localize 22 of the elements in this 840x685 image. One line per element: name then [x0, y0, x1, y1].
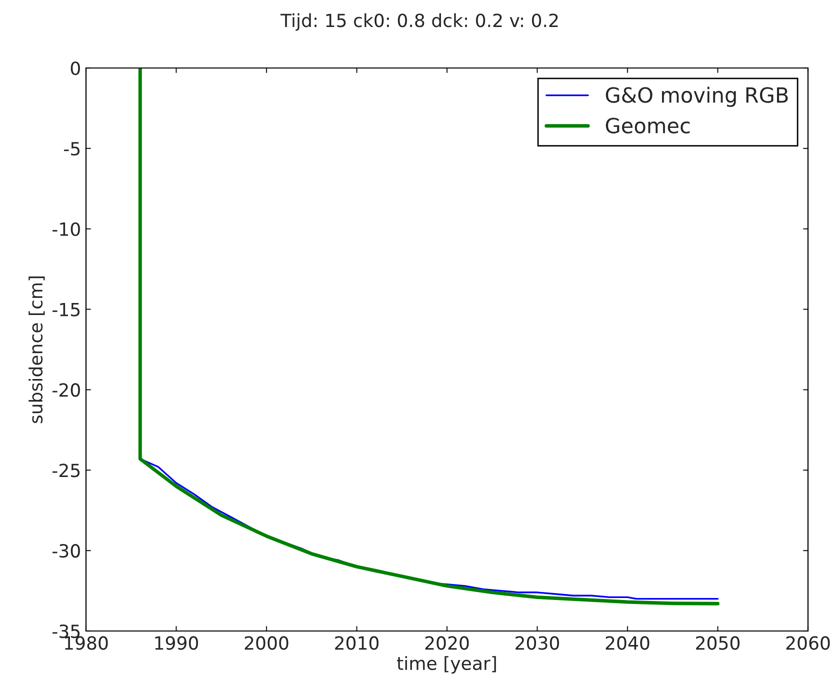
chart-title: Tijd: 15 ck0: 0.8 dck: 0.2 v: 0.2 [280, 13, 558, 31]
y-tick-label: -20 [52, 383, 80, 397]
y-tick-label: -35 [52, 624, 80, 638]
x-tick-label: 1990 [155, 636, 198, 650]
x-tick-label: 2060 [786, 636, 830, 650]
x-tick-label: 1980 [65, 636, 108, 650]
y-axis-title: subsidence [cm] [28, 276, 45, 424]
y-tick-label: -15 [52, 302, 80, 316]
legend-label: G&O moving RGB [606, 86, 788, 107]
x-tick-label: 2040 [606, 636, 650, 650]
x-tick-label: 2000 [244, 636, 288, 650]
x-tick-label: 2020 [425, 636, 469, 650]
x-axis-title: time [year] [397, 656, 496, 674]
y-tick-label: -10 [52, 222, 80, 236]
x-tick-label: 2030 [516, 636, 560, 650]
y-tick-label: -5 [64, 142, 80, 156]
legend-label: Geomec [606, 118, 690, 134]
y-tick-label: -30 [52, 544, 80, 558]
y-tick-label: 0 [70, 61, 80, 76]
x-tick-label: 2010 [335, 636, 379, 650]
y-tick-label: -25 [52, 464, 80, 478]
x-tick-label: 2050 [696, 636, 740, 650]
